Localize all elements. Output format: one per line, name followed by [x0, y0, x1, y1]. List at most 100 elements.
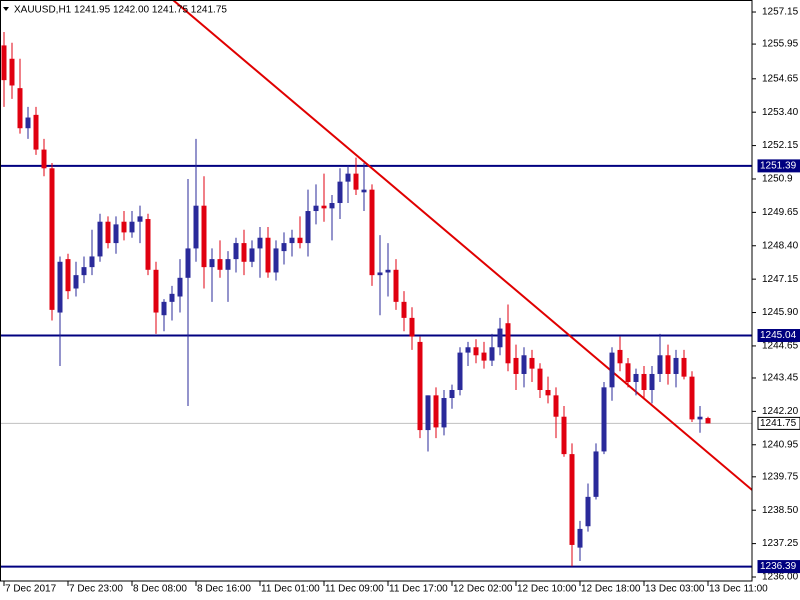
- y-tick-label: 1255.95: [762, 39, 799, 50]
- candle-body: [561, 416, 567, 455]
- candle-body: [129, 221, 135, 233]
- candle-body: [305, 211, 311, 244]
- y-tick-label: 1244.65: [762, 341, 799, 352]
- candle-body: [249, 248, 255, 262]
- x-tick-label: 12 Dec 18:00: [581, 584, 641, 595]
- y-tick-label: 1248.40: [762, 240, 799, 251]
- candle-body: [145, 219, 151, 270]
- candle-body: [665, 355, 671, 374]
- candle-body: [41, 149, 47, 169]
- y-tick-label: 1237.25: [762, 538, 799, 549]
- candle-body: [497, 328, 503, 348]
- candle-body: [681, 357, 687, 377]
- candle-body: [537, 368, 543, 391]
- candle-body: [649, 373, 655, 391]
- candle-body: [481, 352, 487, 361]
- candle-body: [89, 256, 95, 268]
- candle-body: [513, 357, 519, 374]
- x-tick-label: 8 Dec 08:00: [133, 584, 187, 595]
- axes: 1257.15 1255.95 1254.65 1253.40 1252.15 1250.…: [3, 7, 800, 595]
- candle-body: [569, 454, 575, 545]
- candle-body: [641, 373, 647, 391]
- candle-body: [433, 395, 439, 428]
- candle-body: [241, 243, 247, 262]
- y-tick-label: 1236.00: [762, 572, 799, 583]
- level-price-label: 1251.39: [760, 161, 797, 172]
- y-tick-label: 1243.45: [762, 373, 799, 384]
- candle-body: [81, 267, 87, 276]
- candle-body: [9, 58, 15, 86]
- candle-body: [233, 243, 239, 260]
- candle-body: [177, 277, 183, 297]
- candle-body: [577, 528, 583, 548]
- candle-body: [65, 259, 71, 292]
- y-tick-label: 1253.40: [762, 107, 799, 118]
- x-tick-label: 8 Dec 16:00: [197, 584, 251, 595]
- candle-body: [401, 301, 407, 318]
- x-tick-label: 12 Dec 02:00: [453, 584, 513, 595]
- candle-body: [529, 357, 535, 369]
- candle-body: [73, 275, 79, 289]
- candle-body: [617, 349, 623, 364]
- candle-body: [217, 259, 223, 270]
- candle-body: [585, 496, 591, 527]
- candle-body: [473, 347, 479, 356]
- level-price-box: [757, 560, 800, 574]
- level-price-box: [757, 416, 800, 430]
- y-tick-label: 1245.90: [762, 307, 799, 318]
- candle-body: [345, 173, 351, 182]
- candle-body: [385, 269, 391, 273]
- candle-body: [137, 216, 143, 222]
- x-tick-label: 11 Dec 09:00: [325, 584, 384, 595]
- y-tick-label: 1249.65: [762, 207, 799, 218]
- y-tick-label: 1240.95: [762, 439, 799, 450]
- candle-body: [329, 203, 335, 209]
- y-tick-label: 1257.15: [762, 7, 799, 18]
- candle-body: [521, 355, 527, 374]
- chart-title: XAUUSD,H1 1241.95 1242.00 1241.75 1241.7…: [14, 5, 227, 16]
- candle-body: [257, 237, 263, 249]
- candle-body: [321, 205, 327, 209]
- symbol-arrow: [3, 7, 9, 11]
- candle-body: [505, 323, 511, 364]
- candle-body: [673, 357, 679, 374]
- x-tick-label: 11 Dec 17:00: [389, 584, 448, 595]
- trendline: [172, 0, 752, 491]
- candle-body: [193, 205, 199, 249]
- candle-body: [1, 45, 7, 81]
- candle-body: [113, 224, 119, 244]
- candle-body: [625, 363, 631, 382]
- x-tick-label: 13 Dec 11:00: [709, 584, 768, 595]
- candle-body: [33, 114, 39, 150]
- level-price-label: 1241.75: [760, 418, 797, 429]
- candle-body: [281, 243, 287, 252]
- candle-body: [225, 259, 231, 270]
- y-tick-label: 1238.50: [762, 505, 799, 516]
- y-tick-label: 1250.9: [762, 174, 793, 185]
- candle-body: [393, 269, 399, 302]
- candle-body: [185, 248, 191, 278]
- candle-body: [489, 347, 495, 361]
- candle-body: [25, 117, 31, 129]
- x-tick-label: 7 Dec 23:00: [69, 584, 123, 595]
- candle-body: [105, 221, 111, 244]
- candle-body: [17, 88, 23, 129]
- candle-body: [465, 347, 471, 353]
- x-tick-label: 13 Dec 03:00: [645, 584, 705, 595]
- y-tick-label: 1247.15: [762, 274, 799, 285]
- candle-body: [705, 418, 711, 424]
- candle-body: [273, 248, 279, 273]
- candle-body: [201, 205, 207, 268]
- y-tick-label: 1239.75: [762, 471, 799, 482]
- x-tick-label: 11 Dec 01:00: [261, 584, 320, 595]
- candle-body: [633, 373, 639, 382]
- candle-body: [377, 272, 383, 276]
- plot-area: [0, 0, 752, 568]
- x-tick-label: 7 Dec 2017: [5, 584, 57, 595]
- y-tick-label: 1252.15: [762, 140, 799, 151]
- candle-body: [449, 390, 455, 399]
- y-tick-label: 1242.20: [762, 406, 799, 417]
- candle-body: [169, 293, 175, 302]
